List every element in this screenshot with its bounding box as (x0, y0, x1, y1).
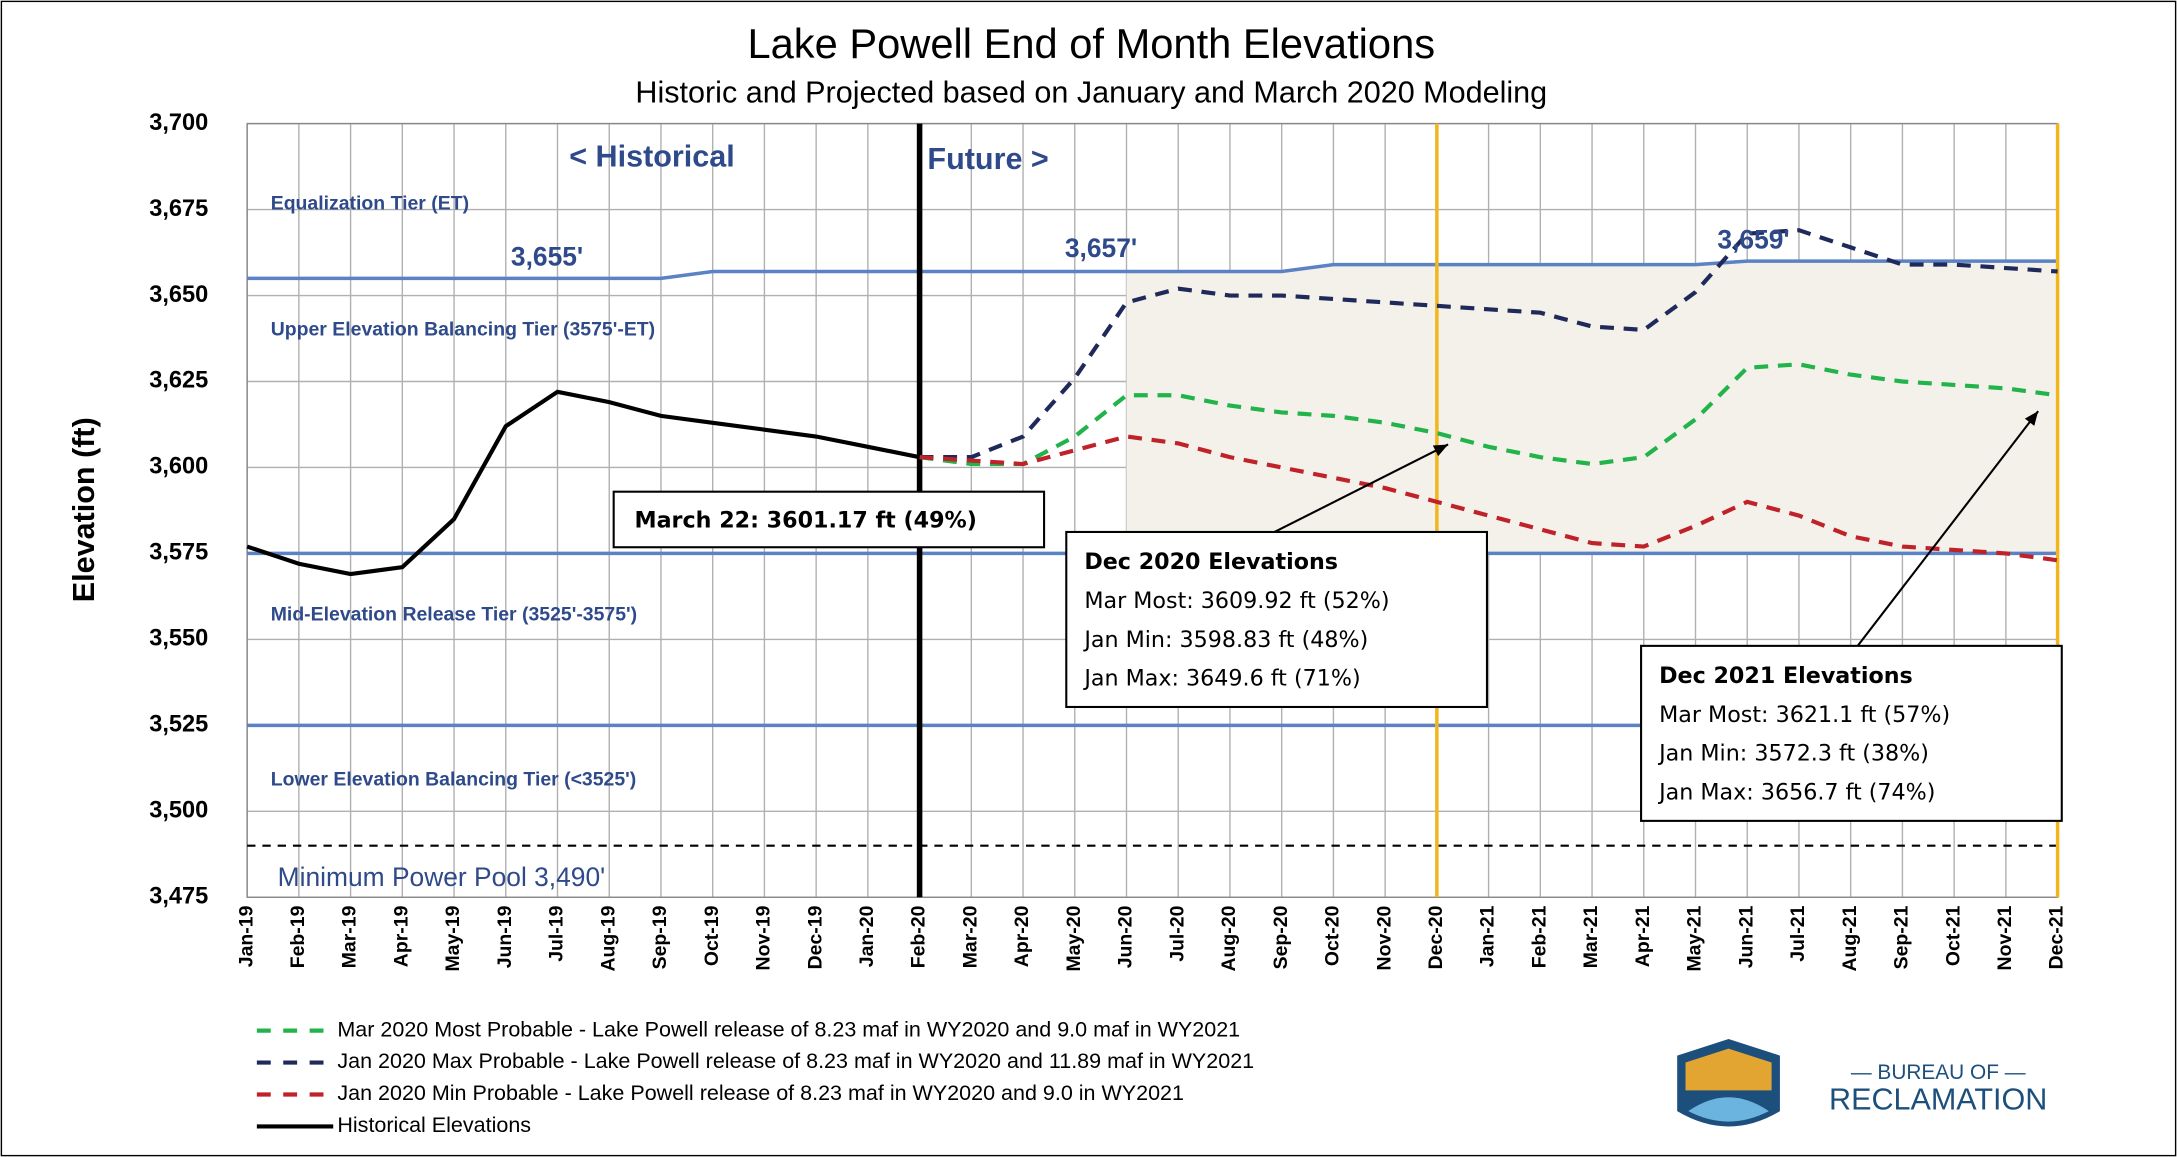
x-tick-label: Feb-19 (287, 905, 309, 968)
callout-title: Dec 2020 Elevations (1084, 549, 1338, 575)
period-label: Future > (927, 142, 1048, 176)
y-axis-label: Elevation (ft) (67, 417, 101, 602)
et-label: 3,657' (1065, 233, 1137, 263)
callout-line: Mar Most: 3621.1 ft (57%) (1659, 702, 1950, 728)
x-tick-label: Apr-20 (1011, 905, 1033, 967)
x-tick-label: Oct-20 (1322, 905, 1344, 966)
y-tick-label: 3,500 (149, 798, 208, 824)
logo: — BUREAU OF — RECLAMATION (1677, 1038, 2047, 1127)
x-tick-label: May-19 (442, 905, 464, 971)
period-label: < Historical (569, 139, 735, 173)
callout-line: Jan Min: 3572.3 ft (38%) (1657, 741, 1929, 767)
arrow-head (1432, 444, 1449, 457)
x-tick-label: Aug-21 (1839, 905, 1861, 971)
tier-label: Upper Elevation Balancing Tier (3575'-ET… (271, 319, 655, 341)
equalization-line (247, 259, 2058, 281)
shade (1126, 261, 2058, 554)
x-tick-label: Sep-19 (649, 905, 671, 969)
callout-arrow (1274, 443, 1449, 533)
note-box (612, 490, 1046, 549)
logo-water (1688, 1097, 1769, 1122)
x-tick-label: Jul-19 (546, 905, 568, 961)
y-tick-label: 3,700 (149, 110, 208, 136)
x-tick-label: Jul-21 (1787, 905, 1809, 961)
x-tick-label: Jan-19 (235, 905, 257, 967)
y-tick-label: 3,600 (149, 454, 208, 480)
et-label: 3,655' (511, 241, 583, 271)
x-tick-label: Sep-21 (1891, 905, 1913, 969)
x-tick-label: Nov-20 (1373, 905, 1395, 970)
y-tick-label: 3,575 (149, 540, 208, 566)
x-tick-label: Jun-21 (1735, 905, 1757, 968)
et-label: 3,659' (1717, 225, 1789, 255)
y-tick-label: 3,675 (149, 196, 208, 222)
tier-label: Lower Elevation Balancing Tier (<3525') (271, 769, 637, 791)
current-note: March 22: 3601.17 ft (49%) (634, 507, 976, 533)
callout-line: Jan Max: 3656.7 ft (74%) (1657, 780, 1935, 806)
x-tick-label: May-20 (1063, 905, 1085, 971)
x-tick-label: Aug-20 (1218, 905, 1240, 971)
callout-line: Jan Max: 3649.6 ft (71%) (1082, 666, 1360, 692)
callout-title: Dec 2021 Elevations (1659, 663, 1913, 689)
x-tick-label: Oct-21 (1942, 905, 1964, 966)
logo-bottom: RECLAMATION (1829, 1083, 2047, 1117)
chart-title: Lake Powell End of Month Elevations (747, 20, 1435, 67)
legend-label: Mar 2020 Most Probable - Lake Powell rel… (337, 1017, 1240, 1041)
logo-sun (1685, 1048, 1772, 1091)
x-tick-label: Jan-20 (856, 905, 878, 967)
logo-top: — BUREAU OF — (1851, 1061, 2026, 1084)
x-tick-label: May-21 (1684, 905, 1706, 971)
x-tick-label: Mar-20 (959, 905, 981, 968)
x-tick-label: Mar-21 (1580, 905, 1602, 968)
y-tick-label: 3,650 (149, 282, 208, 308)
x-tick-label: Jan-21 (1477, 905, 1499, 967)
x-tick-label: Dec-19 (804, 905, 826, 969)
series-line (919, 228, 2058, 460)
tier-label: Mid-Elevation Release Tier (3525'-3575') (271, 603, 637, 625)
min-power-pool: Minimum Power Pool 3,490' (278, 862, 605, 892)
y-tick-label: 3,625 (149, 368, 208, 394)
y-tick-label: 3,550 (149, 626, 208, 652)
x-tick-label: Oct-19 (701, 905, 723, 966)
callout-line: Jan Min: 3598.83 ft (48%) (1082, 627, 1368, 653)
x-tick-label: Feb-20 (908, 905, 930, 968)
series-line (919, 434, 2058, 563)
x-tick-label: Apr-19 (390, 905, 412, 967)
arrow-head (2024, 411, 2039, 426)
series-line (919, 362, 2058, 467)
x-tick-label: Jun-20 (1115, 905, 1137, 968)
series-line (246, 389, 920, 577)
y-tick-label: 3,525 (149, 712, 208, 738)
x-tick-label: Dec-20 (1425, 905, 1447, 969)
x-tick-label: Nov-21 (1994, 905, 2016, 970)
legend-label: Historical Elevations (337, 1113, 531, 1137)
callout-line: Mar Most: 3609.92 ft (52%) (1084, 588, 1389, 614)
legend-label: Jan 2020 Min Probable - Lake Powell rele… (337, 1081, 1184, 1105)
callout-arrow (1856, 410, 2039, 647)
x-tick-label: Jul-20 (1166, 905, 1188, 961)
x-tick-label: Sep-20 (1270, 905, 1292, 969)
tier-label: Equalization Tier (ET) (271, 192, 469, 214)
x-tick-label: Mar-19 (339, 905, 361, 968)
x-tick-label: Nov-19 (753, 905, 775, 970)
callout-box (1065, 530, 1489, 709)
x-tick-label: Apr-21 (1632, 905, 1654, 967)
x-tick-label: Feb-21 (1528, 905, 1550, 968)
x-tick-label: Jun-19 (494, 905, 516, 968)
chart-subtitle: Historic and Projected based on January … (635, 76, 1547, 110)
callout-box (1640, 644, 2063, 822)
legend-label: Jan 2020 Max Probable - Lake Powell rele… (337, 1049, 1254, 1073)
x-tick-label: Aug-19 (597, 905, 619, 971)
y-tick-label: 3,475 (149, 883, 208, 909)
x-tick-label: Dec-21 (2046, 905, 2068, 969)
